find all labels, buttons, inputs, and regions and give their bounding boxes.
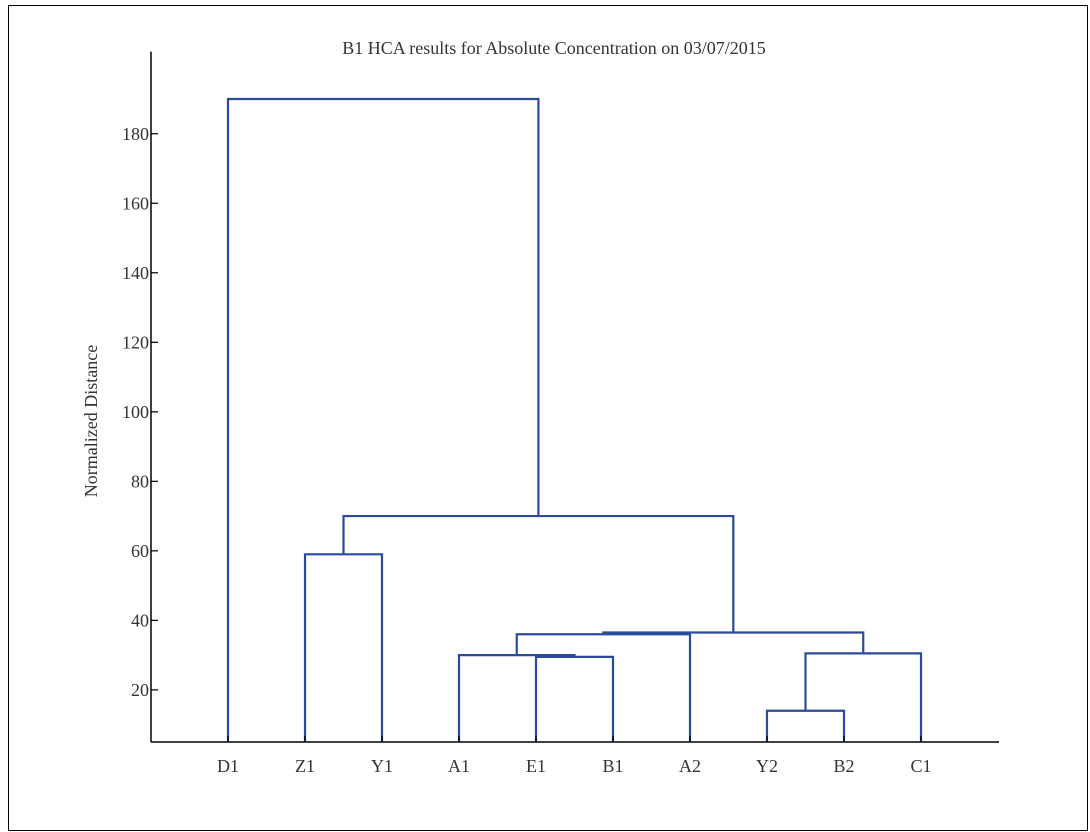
- leaf-label-e1: E1: [526, 756, 546, 776]
- leaf-label-d1: D1: [217, 756, 239, 776]
- dendrogram-links: [228, 99, 921, 742]
- dendrogram-link: [806, 653, 922, 742]
- leaf-label-y2: Y2: [756, 756, 778, 776]
- dendrogram-chart: B1 HCA results for Absolute Concentratio…: [9, 6, 1089, 832]
- dendrogram-link: [344, 516, 734, 632]
- chart-title: B1 HCA results for Absolute Concentratio…: [342, 38, 765, 58]
- y-tick-label: 120: [122, 332, 149, 352]
- leaf-label-a2: A2: [679, 756, 701, 776]
- y-axis-ticks: 20 40 60 80 100 120 140 160 180: [122, 124, 158, 700]
- dendrogram-link: [228, 99, 538, 742]
- axes: [151, 52, 999, 742]
- leaf-label-z1: Z1: [295, 756, 315, 776]
- y-tick-label: 100: [122, 402, 149, 422]
- leaf-label-y1: Y1: [371, 756, 393, 776]
- y-axis-label: Normalized Distance: [81, 345, 101, 497]
- leaf-label-b2: B2: [833, 756, 854, 776]
- y-tick-label: 40: [131, 610, 149, 630]
- leaf-label-b1: B1: [602, 756, 623, 776]
- dendrogram-link: [517, 634, 690, 742]
- y-tick-label: 80: [131, 471, 149, 491]
- leaf-label-c1: C1: [910, 756, 931, 776]
- y-tick-label: 180: [122, 124, 149, 144]
- dendrogram-link: [536, 657, 613, 742]
- dendrogram-link: [305, 554, 382, 742]
- leaf-label-a1: A1: [448, 756, 470, 776]
- dendrogram-link: [603, 633, 863, 654]
- y-tick-label: 140: [122, 263, 149, 283]
- dendrogram-link: [767, 711, 844, 742]
- y-tick-label: 160: [122, 193, 149, 213]
- y-tick-label: 60: [131, 541, 149, 561]
- dendrogram-link: [459, 655, 575, 742]
- y-tick-label: 20: [131, 680, 149, 700]
- chart-frame: B1 HCA results for Absolute Concentratio…: [8, 5, 1088, 831]
